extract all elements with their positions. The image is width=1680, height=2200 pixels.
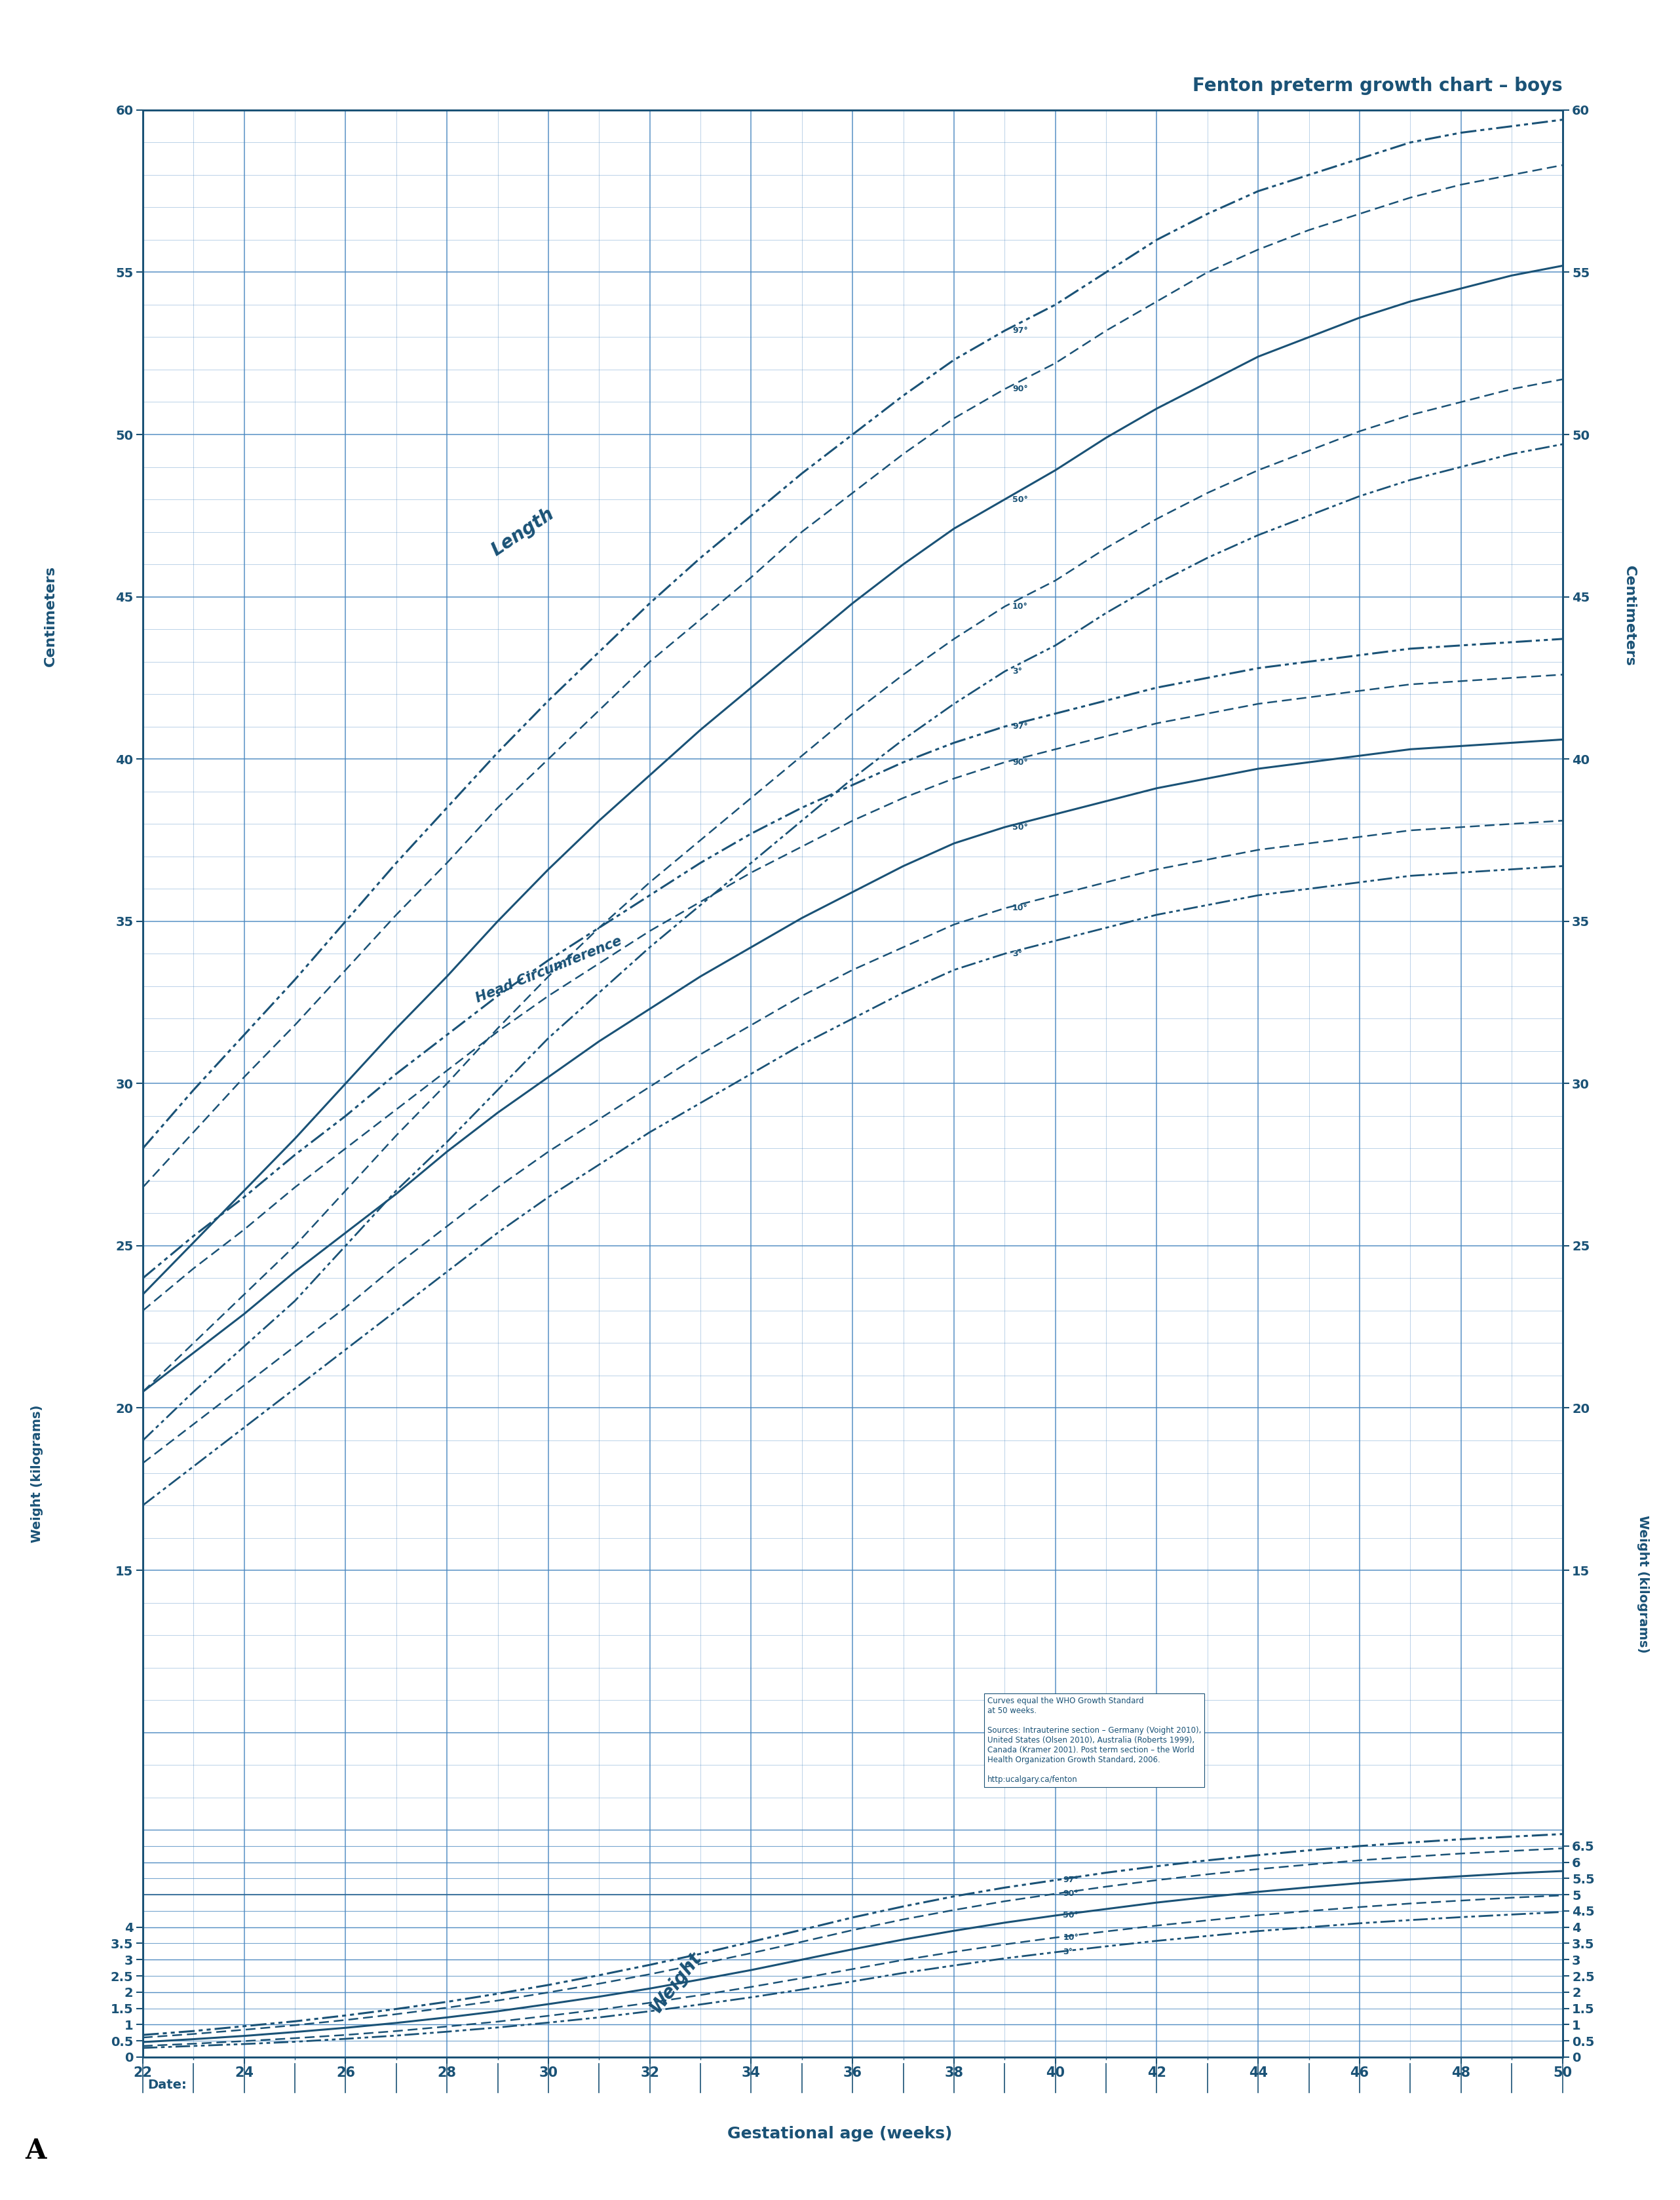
Text: Fenton preterm growth chart – boys: Fenton preterm growth chart – boys (1193, 77, 1562, 95)
Text: 3°: 3° (1063, 1947, 1074, 1956)
Text: 90°: 90° (1013, 759, 1028, 766)
Text: 3°: 3° (1013, 950, 1021, 957)
Text: 10°: 10° (1063, 1934, 1079, 1943)
Text: Curves equal the WHO Growth Standard
at 50 weeks.

Sources: Intrauterine section: Curves equal the WHO Growth Standard at … (988, 1696, 1201, 1784)
Text: 97°: 97° (1013, 326, 1028, 334)
Text: Date:: Date: (148, 2079, 186, 2092)
Text: Gestational age (weeks): Gestational age (weeks) (727, 2125, 953, 2143)
Text: 50°: 50° (1063, 1912, 1079, 1921)
Text: 90°: 90° (1063, 1890, 1079, 1899)
Text: 50°: 50° (1013, 823, 1028, 832)
Text: Head Circumference: Head Circumference (474, 935, 623, 1005)
Text: 97°: 97° (1063, 1877, 1079, 1885)
Text: 10°: 10° (1013, 603, 1028, 612)
Text: Weight: Weight (645, 1949, 704, 2017)
Text: Centimeters: Centimeters (44, 565, 57, 667)
Text: 90°: 90° (1013, 385, 1028, 394)
Text: 50°: 50° (1013, 495, 1028, 504)
Text: Weight (kilograms): Weight (kilograms) (1636, 1516, 1650, 1652)
Text: Length: Length (489, 504, 558, 559)
Text: 10°: 10° (1013, 904, 1028, 913)
Text: A: A (25, 2136, 47, 2165)
Text: Centimeters: Centimeters (1623, 565, 1636, 667)
Text: 3°: 3° (1013, 667, 1021, 675)
Text: Weight (kilograms): Weight (kilograms) (30, 1406, 44, 1542)
Text: 97°: 97° (1013, 722, 1028, 730)
